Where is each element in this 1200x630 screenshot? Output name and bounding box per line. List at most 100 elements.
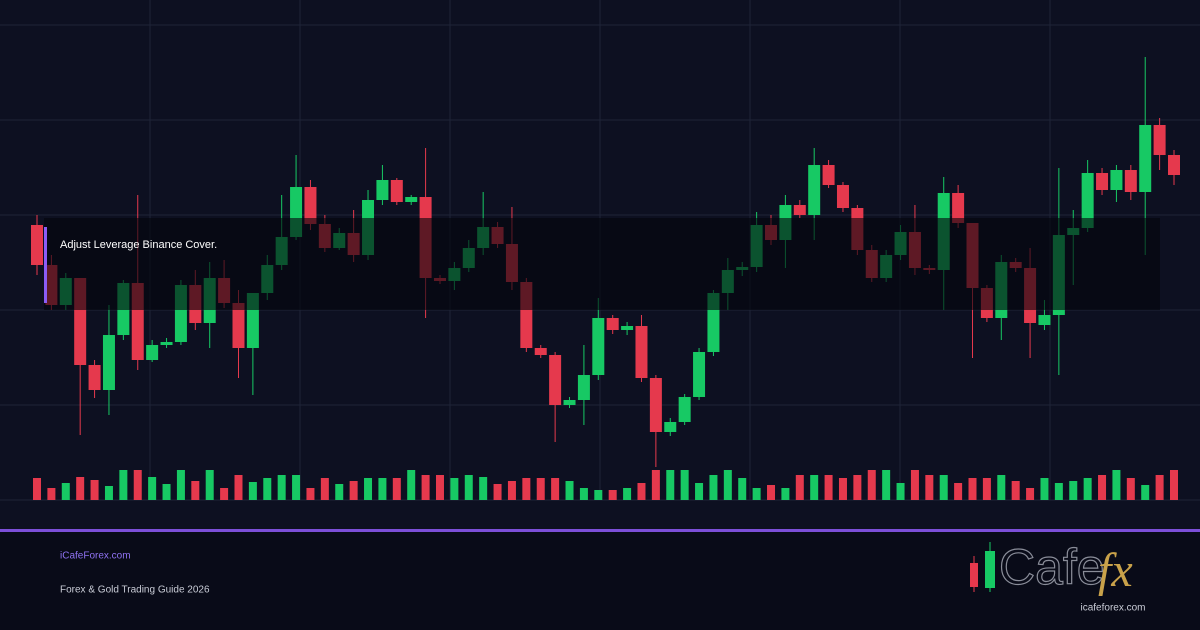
volume-bar	[896, 483, 905, 500]
candle-body	[952, 193, 965, 223]
volume-bar	[335, 484, 344, 500]
candle-body	[31, 225, 43, 265]
volume-bar	[551, 478, 560, 500]
volume-bar	[1040, 478, 1049, 500]
candle-body	[1038, 315, 1051, 325]
volume-bar	[378, 478, 387, 500]
candle-body	[549, 355, 562, 405]
volume-bar	[608, 490, 617, 500]
volume-bar	[133, 470, 142, 500]
volume-bar	[464, 475, 473, 500]
divider	[0, 529, 1200, 532]
volume-bar	[320, 478, 329, 500]
volume-bar	[33, 478, 41, 500]
volume-bar	[838, 478, 847, 500]
volume-bar	[76, 477, 85, 500]
volume-bar	[450, 478, 459, 500]
candle-body	[146, 345, 159, 360]
volume-bar	[349, 481, 358, 500]
volume-bar	[810, 475, 819, 500]
volume-bar	[882, 470, 891, 500]
volume-bar	[1054, 483, 1063, 500]
volume-bar	[1083, 478, 1092, 500]
volume-bar	[90, 480, 99, 500]
volume-bar	[306, 488, 315, 500]
volume-bar	[364, 478, 373, 500]
candle-body	[232, 303, 245, 348]
candle-body	[1110, 170, 1123, 190]
volume-bar	[205, 470, 214, 500]
volume-bar	[795, 475, 804, 500]
candle-body	[635, 326, 648, 378]
volume-bar	[277, 475, 286, 500]
volume-bar	[1112, 470, 1121, 500]
volume-bar	[119, 470, 128, 500]
candle-body	[160, 342, 173, 345]
caption-accent	[44, 227, 47, 303]
candle-body	[534, 348, 547, 355]
volume-bar	[695, 483, 704, 500]
footer-background	[0, 532, 1200, 630]
candle-body	[1081, 173, 1094, 228]
candle-body	[1153, 125, 1166, 155]
candle-body	[836, 185, 849, 208]
candle-body	[1096, 173, 1109, 190]
volume-bar	[1170, 470, 1178, 500]
volume-bar	[507, 481, 516, 500]
candle-body	[793, 205, 806, 215]
volume-bar	[522, 478, 531, 500]
candle-body	[102, 335, 115, 390]
logo-icon	[970, 563, 978, 587]
volume-bar	[853, 475, 862, 500]
volume-bar	[191, 481, 200, 500]
volume-bar	[680, 470, 689, 500]
volume-bar	[1098, 475, 1107, 500]
caption-box: Adjust Leverage Binance Cover.	[44, 218, 1160, 310]
volume-bar	[292, 475, 301, 500]
logo-url: icafeforex.com	[1080, 603, 1145, 614]
caption-backdrop	[44, 218, 1160, 310]
candle-body	[1124, 170, 1137, 192]
candle-body	[1168, 155, 1180, 175]
logo-accent: fx	[1098, 544, 1133, 597]
volume-bar	[1141, 485, 1150, 500]
volume-bar	[61, 483, 70, 500]
volume-bar	[982, 478, 991, 500]
volume-bar	[954, 483, 963, 500]
candle-body	[693, 352, 706, 397]
volume-bar	[148, 477, 157, 500]
caption: Adjust Leverage Binance Cover.	[60, 239, 217, 251]
volume-bar	[666, 470, 675, 500]
volume-bar	[752, 488, 761, 500]
volume-bar	[176, 470, 185, 500]
candle-body	[390, 180, 403, 202]
volume-bar	[594, 490, 603, 500]
candle-body	[1139, 125, 1152, 192]
volume-bar	[104, 486, 113, 500]
volume-bar	[220, 488, 229, 500]
volume-bar	[623, 488, 632, 500]
candle-body	[304, 187, 317, 224]
volume-bar	[867, 470, 876, 500]
volume-bar	[1126, 478, 1135, 500]
volume-bar	[651, 470, 660, 500]
candle-body	[678, 397, 691, 422]
volume-bar	[910, 470, 919, 500]
volume-bar	[1011, 481, 1020, 500]
candle-body	[563, 400, 576, 405]
volume-bar	[421, 475, 430, 500]
volume-bar	[925, 475, 934, 500]
candle-body	[88, 365, 101, 390]
volume-bar	[407, 470, 416, 500]
volume-bar	[493, 484, 502, 500]
volume-bar	[579, 488, 588, 500]
volume-bar	[1026, 488, 1035, 500]
volume-bar	[723, 470, 732, 500]
volume-bar	[824, 475, 833, 500]
volume-bar	[565, 481, 574, 500]
volume-bar	[162, 484, 171, 500]
candle-body	[577, 375, 590, 400]
volume-bar	[435, 475, 444, 500]
candle-body	[808, 165, 821, 215]
